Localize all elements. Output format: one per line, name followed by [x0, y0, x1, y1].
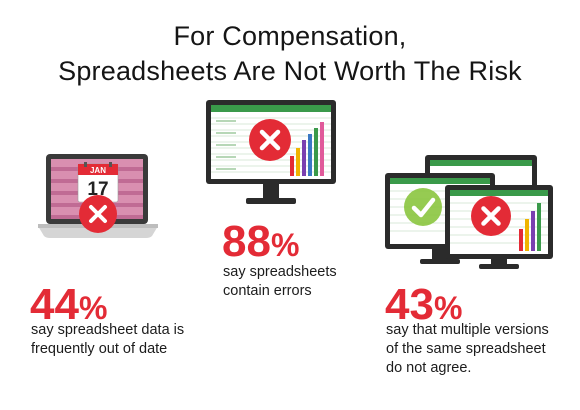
stat-caption: say spreadsheet data is frequently out o… [31, 322, 185, 357]
page-title-line-2: Spreadsheets Are Not Worth The Risk [58, 56, 522, 86]
stat-value: 43% [385, 280, 463, 329]
stat-caption: say spreadsheets contain errors [223, 264, 337, 299]
stat-value: 88% [222, 217, 300, 266]
page-title-line-1: For Compensation, [173, 21, 407, 51]
calendar-month: JAN [90, 166, 106, 175]
x-mark-icon [471, 196, 511, 236]
x-mark-icon [249, 119, 291, 161]
x-mark-icon [79, 195, 117, 233]
stat-caption: say that multiple versions of the same s… [386, 322, 549, 376]
check-mark-icon [404, 188, 442, 226]
calendar-day: 17 [87, 179, 108, 200]
stat-value: 44% [30, 280, 108, 329]
